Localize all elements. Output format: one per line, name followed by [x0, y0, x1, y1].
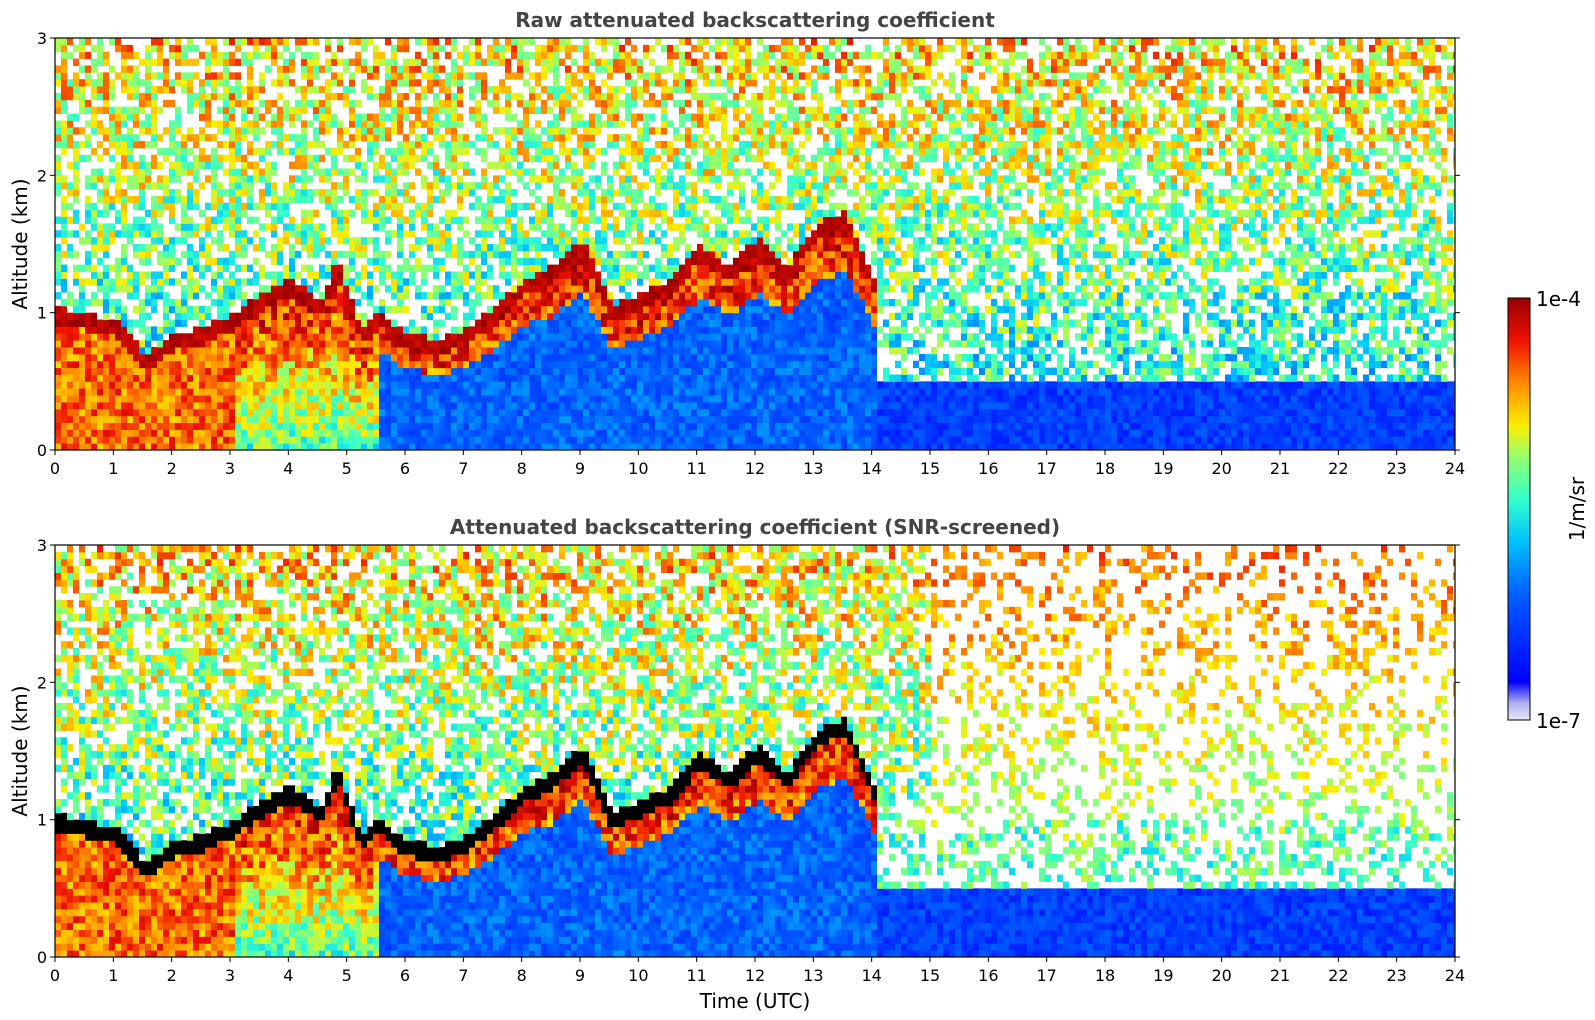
panel-screened-x-tick-label: 15: [920, 966, 940, 985]
panel-raw-field: [55, 38, 1455, 450]
panel-screened-x-tick-label: 20: [1211, 966, 1231, 985]
panel-screened-x-tick-label: 14: [861, 966, 881, 985]
panel-screened-x-tick-label: 12: [745, 966, 765, 985]
panel-screened-x-tick-label: 22: [1328, 966, 1348, 985]
colorbar-min-label: 1e-7: [1536, 709, 1581, 733]
panel-screened-x-tick-label: 17: [1036, 966, 1056, 985]
colorbar: 1e-4 1e-7 1/m/sr: [1507, 287, 1589, 733]
panel-screened-x-tick-label: 2: [167, 966, 177, 985]
panel-screened: Attenuated backscattering coefficient (S…: [8, 515, 1465, 1013]
panel-raw-x-tick-label: 9: [575, 459, 585, 478]
panel-raw-x-tick-label: 13: [803, 459, 823, 478]
panel-screened-x-tick-label: 7: [458, 966, 468, 985]
panel-raw-x-tick-label: 8: [517, 459, 527, 478]
panel-raw-x-ticks: 0 1 2 3 4 5 6 7 8 9 10 11 12 13 14 15 16 17 18 19 20 21 22 23 24: [50, 450, 1465, 478]
panel-screened-x-tick-label: 23: [1386, 966, 1406, 985]
panel-raw-x-tick-label: 21: [1270, 459, 1290, 478]
panel-raw-x-tick-label: 14: [861, 459, 881, 478]
panel-screened-y-ticks: 0 1 2 3: [37, 536, 1460, 967]
panel-raw-x-tick-label: 19: [1153, 459, 1173, 478]
panel-screened-xlabel: Time (UTC): [699, 989, 811, 1013]
panel-raw-x-tick-label: 11: [686, 459, 706, 478]
panel-screened-x-tick-label: 16: [978, 966, 998, 985]
colorbar-gradient: [1507, 297, 1531, 721]
panel-raw-x-tick-label: 5: [342, 459, 352, 478]
panel-raw: Raw attenuated backscattering coefficien…: [8, 8, 1465, 478]
colorbar-max-label: 1e-4: [1536, 287, 1581, 311]
panel-raw-heatmap: [55, 38, 1455, 450]
panel-screened-x-ticks: 0 1 2 3 4 5 6 7 8 9 10 11 12 13 14 15 16 17 18 19 20 21 22 23 24: [50, 957, 1465, 985]
panel-raw-x-tick-label: 10: [628, 459, 648, 478]
panel-raw-x-tick-label: 22: [1328, 459, 1348, 478]
panel-screened-x-tick-label: 18: [1095, 966, 1115, 985]
panel-raw-y-ticks: 0 1 2 3: [37, 29, 1460, 460]
panel-screened-x-tick-label: 3: [225, 966, 235, 985]
panel-raw-x-tick-label: 0: [50, 459, 60, 478]
panel-raw-x-tick-label: 15: [920, 459, 940, 478]
panel-screened-y-tick-label: 2: [37, 673, 47, 692]
panel-raw-title: Raw attenuated backscattering coefficien…: [515, 8, 995, 32]
panel-raw-x-tick-label: 2: [167, 459, 177, 478]
panel-screened-x-tick-label: 10: [628, 966, 648, 985]
panel-screened-y-tick-label: 3: [37, 536, 47, 555]
panel-screened-x-tick-label: 4: [283, 966, 293, 985]
panel-screened-x-tick-label: 21: [1270, 966, 1290, 985]
panel-screened-x-tick-label: 6: [400, 966, 410, 985]
panel-raw-x-tick-label: 24: [1445, 459, 1465, 478]
panel-raw-x-tick-label: 12: [745, 459, 765, 478]
panel-raw-y-tick-label: 1: [37, 304, 47, 323]
panel-screened-x-tick-label: 11: [686, 966, 706, 985]
panel-screened-x-tick-label: 0: [50, 966, 60, 985]
panel-screened-x-tick-label: 24: [1445, 966, 1465, 985]
panel-screened-x-tick-label: 8: [517, 966, 527, 985]
panel-screened-y-tick-label: 0: [37, 948, 47, 967]
panel-raw-x-tick-label: 6: [400, 459, 410, 478]
panel-screened-x-tick-label: 19: [1153, 966, 1173, 985]
panel-screened-y-tick-label: 1: [37, 811, 47, 830]
panel-raw-x-tick-label: 1: [108, 459, 118, 478]
panel-raw-x-tick-label: 18: [1095, 459, 1115, 478]
panel-screened-x-tick-label: 5: [342, 966, 352, 985]
panel-raw-y-tick-label: 2: [37, 166, 47, 185]
panel-screened-x-tick-label: 13: [803, 966, 823, 985]
panel-screened-ylabel: Altitude (km): [8, 685, 32, 816]
panel-screened-x-tick-label: 1: [108, 966, 118, 985]
panel-raw-x-tick-label: 16: [978, 459, 998, 478]
panel-screened-heatmap: [55, 545, 1455, 957]
panel-raw-y-tick-label: 0: [37, 441, 47, 460]
panel-screened-x-tick-label: 9: [575, 966, 585, 985]
panel-raw-x-tick-label: 7: [458, 459, 468, 478]
panel-raw-x-tick-label: 17: [1036, 459, 1056, 478]
panel-raw-ylabel: Altitude (km): [8, 178, 32, 309]
panel-screened-title: Attenuated backscattering coefficient (S…: [450, 515, 1060, 539]
panel-raw-x-tick-label: 23: [1386, 459, 1406, 478]
panel-raw-x-tick-label: 3: [225, 459, 235, 478]
panel-raw-x-tick-label: 20: [1211, 459, 1231, 478]
panel-raw-y-tick-label: 3: [37, 29, 47, 48]
colorbar-unit-label: 1/m/sr: [1565, 476, 1589, 541]
panel-screened-field: [55, 545, 1455, 957]
panel-raw-x-tick-label: 4: [283, 459, 293, 478]
